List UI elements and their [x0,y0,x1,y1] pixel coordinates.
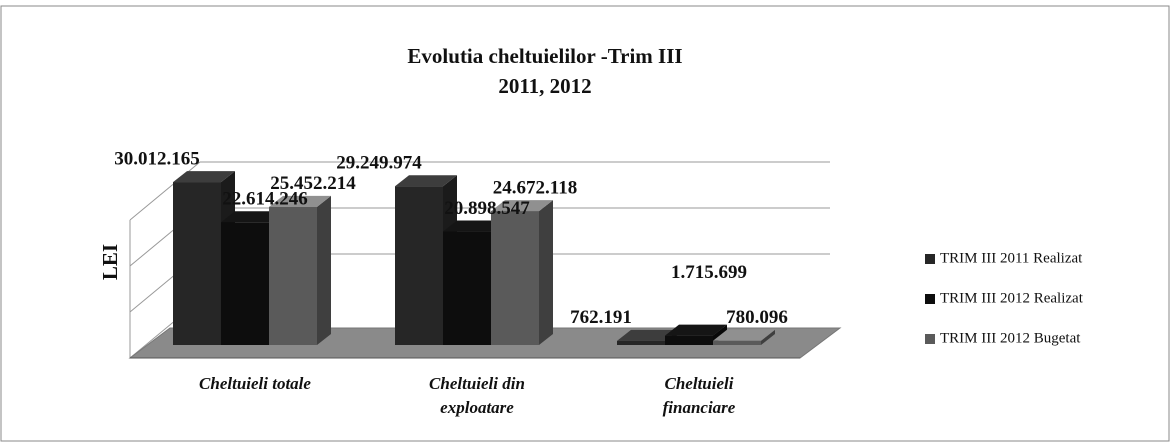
legend-label: TRIM III 2012 Bugetat [940,330,1081,346]
bar-side [317,195,331,345]
bar-top [221,211,283,223]
legend-label: TRIM III 2011 Realizat [940,250,1083,266]
bar-top [443,220,505,232]
bar-front [221,222,269,345]
bar-front [665,335,713,345]
bar-front [713,340,761,345]
data-label: 24.672.118 [493,177,577,198]
legend-swatch [925,294,935,304]
x-tick-label: Cheltuieli din [429,374,525,393]
x-tick-label: Cheltuieli [665,374,734,393]
bar-front [173,182,221,345]
data-label: 29.249.974 [336,153,422,174]
legend-swatch [925,334,935,344]
bar-top [491,200,553,212]
bar [269,195,331,345]
bar [491,200,553,345]
frame [0,5,1170,442]
y-axis-label: LEI [98,244,122,280]
data-label: 25.452.214 [270,173,356,194]
bar [713,329,775,345]
data-label: 30.012.165 [114,148,200,169]
bar-front [395,186,443,345]
legend-swatch [925,254,935,264]
bar-front [491,211,539,345]
bar-top [173,171,235,183]
bar-top [713,329,775,341]
chart-title: Evolutia cheltuielilor -Trim III [407,44,682,68]
bar-top [665,324,727,336]
data-label: 780.096 [726,307,788,328]
bar-top [617,329,679,341]
x-tick-label: Cheltuieli totale [199,374,311,393]
bar-front [443,231,491,345]
x-tick-label: exploatare [440,398,514,417]
chart-subtitle: 2011, 2012 [498,74,591,98]
bars [173,171,775,345]
bar-front [269,206,317,345]
x-tick-label: financiare [663,398,736,417]
bar-side [761,329,775,345]
bar-top [269,195,331,207]
data-label: 22.614.246 [222,189,308,210]
bar-side [539,200,553,345]
data-label: 20.898.547 [444,198,530,219]
bar-front [617,340,665,345]
data-label: 762.191 [570,307,632,328]
legend-label: TRIM III 2012 Realizat [940,290,1084,306]
bar-top [395,175,457,187]
data-label: 1.715.699 [671,262,747,283]
